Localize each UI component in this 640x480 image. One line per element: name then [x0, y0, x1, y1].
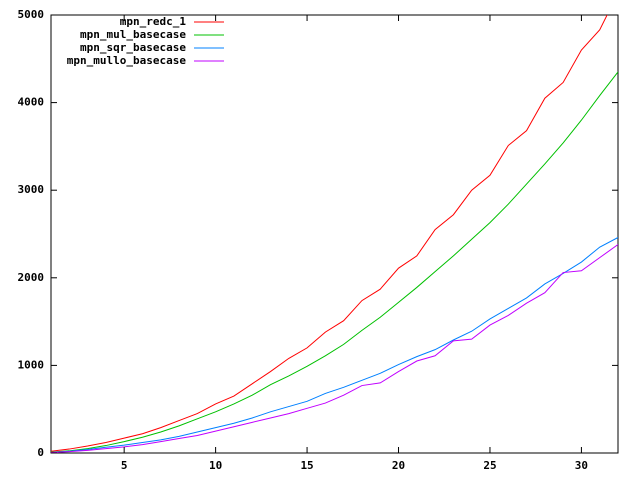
legend-label: mpn_sqr_basecase — [80, 41, 186, 54]
series-line — [51, 244, 618, 453]
y-tick-label: 4000 — [18, 96, 45, 109]
series-line — [51, 237, 618, 453]
x-tick-label: 20 — [392, 459, 405, 472]
y-tick-label: 5000 — [18, 8, 45, 21]
series-line — [51, 71, 618, 453]
legend-label: mpn_mul_basecase — [80, 28, 186, 41]
y-tick-label: 3000 — [18, 183, 45, 196]
x-tick-label: 10 — [209, 459, 222, 472]
x-tick-label: 25 — [483, 459, 496, 472]
y-tick-label: 0 — [37, 446, 44, 459]
series-line — [51, 15, 608, 452]
legend-label: mpn_mullo_basecase — [67, 54, 187, 67]
plot-area — [51, 15, 618, 453]
x-tick-label: 15 — [300, 459, 313, 472]
x-tick-label: 30 — [575, 459, 588, 472]
y-tick-label: 2000 — [18, 271, 45, 284]
y-tick-label: 1000 — [18, 358, 45, 371]
plot-frame — [50, 14, 619, 454]
legend-label: mpn_redc_1 — [120, 15, 187, 28]
x-tick-label: 5 — [121, 459, 128, 472]
